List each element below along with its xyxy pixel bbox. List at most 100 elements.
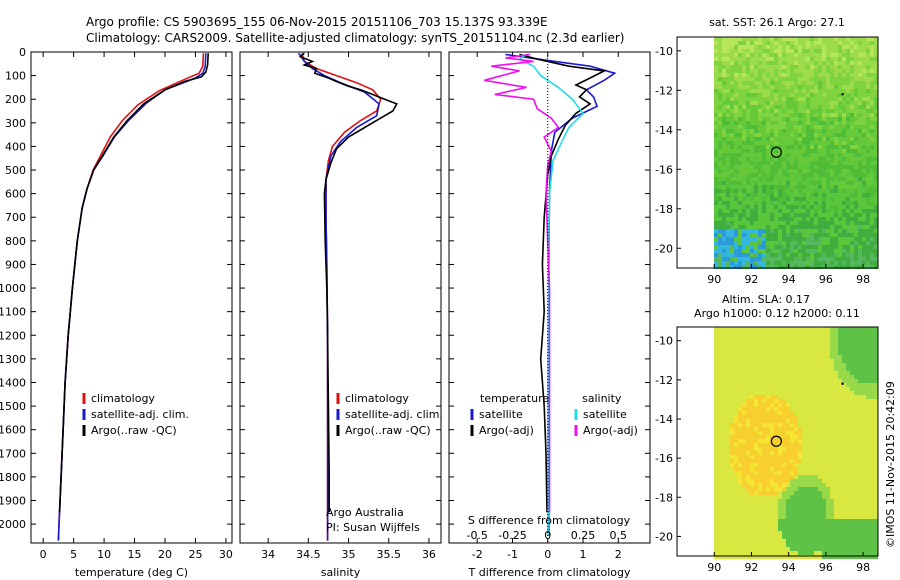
heatmap-cell (822, 241, 826, 245)
heatmap-cell (806, 415, 810, 419)
heatmap-cell (770, 507, 774, 511)
heatmap-cell (818, 173, 822, 177)
heatmap-cell (838, 229, 842, 233)
heatmap-cell (826, 197, 830, 201)
heatmap-cell (858, 189, 862, 193)
heatmap-cell (850, 105, 854, 109)
heatmap-cell (734, 459, 738, 463)
heatmap-cell (746, 77, 750, 81)
heatmap-cell (830, 253, 834, 257)
heatmap-cell (722, 81, 726, 85)
heatmap-cell (766, 117, 770, 121)
heatmap-cell (718, 375, 722, 379)
heatmap-cell (774, 431, 778, 435)
heatmap-cell (862, 213, 866, 217)
heatmap-cell (766, 157, 770, 161)
heatmap-cell (850, 535, 854, 539)
heatmap-cell (754, 157, 758, 161)
heatmap-cell (870, 447, 874, 451)
heatmap-cell (866, 85, 870, 89)
heatmap-cell (770, 137, 774, 141)
heatmap-cell (782, 391, 786, 395)
heatmap-cell (730, 419, 734, 423)
heatmap-cell (746, 37, 750, 41)
heatmap-cell (846, 101, 850, 105)
heatmap-cell (826, 371, 830, 375)
heatmap-cell (718, 383, 722, 387)
heatmap-cell (826, 463, 830, 467)
heatmap-cell (778, 157, 782, 161)
heatmap-cell (858, 105, 862, 109)
heatmap-cell (742, 85, 746, 89)
heatmap-cell (742, 539, 746, 543)
heatmap-cell (802, 217, 806, 221)
heatmap-cell (810, 439, 814, 443)
heatmap-cell (738, 81, 742, 85)
heatmap-cell (802, 455, 806, 459)
heatmap-cell (862, 129, 866, 133)
heatmap-cell (746, 69, 750, 73)
heatmap-cell (770, 73, 774, 77)
heatmap-cell (746, 555, 750, 559)
heatmap-cell (790, 149, 794, 153)
heatmap-cell (722, 403, 726, 407)
heatmap-cell (866, 399, 870, 403)
heatmap-cell (854, 491, 858, 495)
heatmap-cell (714, 375, 718, 379)
heatmap-cell (798, 339, 802, 343)
heatmap-cell (746, 105, 750, 109)
heatmap-cell (858, 455, 862, 459)
heatmap-cell (794, 431, 798, 435)
heatmap-cell (810, 551, 814, 555)
heatmap-cell (734, 503, 738, 507)
heatmap-cell (814, 49, 818, 53)
heatmap-cell (870, 169, 874, 173)
heatmap-cell (866, 137, 870, 141)
heatmap-cell (722, 77, 726, 81)
heatmap-cell (750, 423, 754, 427)
heatmap-cell (838, 339, 842, 343)
heatmap-cell (810, 101, 814, 105)
heatmap-cell (730, 439, 734, 443)
heatmap-cell (794, 551, 798, 555)
heatmap-cell (778, 363, 782, 367)
heatmap-cell (746, 233, 750, 237)
heatmap-cell (874, 181, 878, 185)
heatmap-cell (818, 359, 822, 363)
heatmap-cell (778, 101, 782, 105)
heatmap-cell (770, 451, 774, 455)
heatmap-cell (746, 177, 750, 181)
heatmap-cell (818, 519, 822, 523)
heatmap-cell (722, 471, 726, 475)
heatmap-cell (778, 551, 782, 555)
heatmap-cell (746, 519, 750, 523)
heatmap-cell (838, 77, 842, 81)
heatmap-cell (826, 403, 830, 407)
heatmap-cell (790, 407, 794, 411)
heatmap-cell (790, 193, 794, 197)
heatmap-cell (838, 65, 842, 69)
heatmap-cell (758, 503, 762, 507)
heatmap-cell (842, 439, 846, 443)
heatmap-cell (766, 351, 770, 355)
heatmap-cell (810, 173, 814, 177)
heatmap-cell (834, 435, 838, 439)
heatmap-cell (782, 217, 786, 221)
heatmap-cell (810, 355, 814, 359)
heatmap-cell (738, 555, 742, 559)
heatmap-cell (830, 237, 834, 241)
heatmap-cell (790, 205, 794, 209)
heatmap-cell (786, 221, 790, 225)
heatmap-cell (806, 109, 810, 113)
heatmap-cell (846, 229, 850, 233)
heatmap-cell (870, 327, 874, 331)
heatmap-cell (858, 347, 862, 351)
heatmap-cell (750, 491, 754, 495)
heatmap-cell (718, 57, 722, 61)
heatmap-cell (718, 41, 722, 45)
heatmap-cell (726, 335, 730, 339)
heatmap-cell (738, 391, 742, 395)
heatmap-cell (758, 229, 762, 233)
heatmap-cell (874, 41, 878, 45)
heatmap-cell (782, 189, 786, 193)
